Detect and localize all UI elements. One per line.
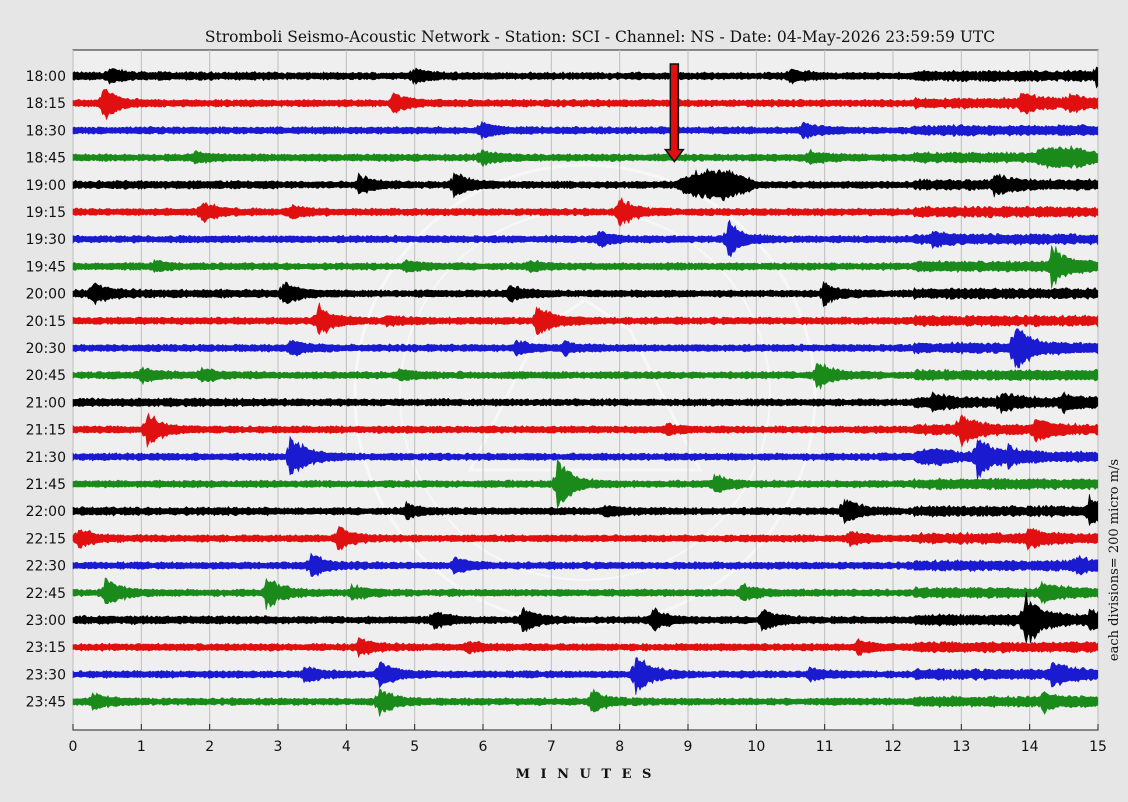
x-tick-label: 15 (1089, 739, 1107, 755)
seismic-trace (72, 197, 1099, 227)
row-time-label: 19:45 (26, 259, 66, 275)
row-time-label: 19:00 (26, 178, 66, 194)
x-tick-label: 10 (747, 739, 765, 755)
row-time-label: 21:30 (26, 450, 66, 466)
seismic-trace (72, 362, 1099, 390)
plot-area (72, 49, 1099, 731)
annotation-arrow (663, 63, 685, 163)
watermark-volcano (467, 298, 703, 472)
x-tick-label: 5 (410, 739, 419, 755)
row-time-label: 19:30 (26, 232, 66, 248)
seismic-trace (72, 637, 1099, 659)
seismic-trace (72, 458, 1099, 509)
x-tick-label: 3 (274, 739, 283, 755)
x-tick-label: 0 (69, 739, 78, 755)
seismic-trace (72, 328, 1099, 369)
x-tick-label: 7 (547, 739, 556, 755)
row-time-label: 21:00 (26, 395, 66, 411)
seismic-trace (72, 525, 1099, 551)
x-axis-label: M I N U T E S (516, 767, 655, 782)
row-time-label: 22:30 (26, 559, 66, 575)
row-time-label: 22:15 (26, 531, 66, 547)
seismic-trace (72, 494, 1099, 527)
row-time-label: 18:00 (26, 69, 66, 85)
seismic-trace (72, 435, 1099, 481)
seismic-trace (72, 302, 1099, 336)
seismic-trace (72, 66, 1099, 89)
row-time-label: 21:15 (26, 423, 66, 439)
seismic-trace (72, 280, 1099, 308)
seismic-trace (72, 591, 1099, 644)
row-time-label: 23:45 (26, 695, 66, 711)
x-tick-label: 14 (1021, 739, 1039, 755)
row-time-label: 20:45 (26, 368, 66, 384)
row-time-label: 20:00 (26, 287, 66, 303)
seismic-trace (72, 144, 1099, 170)
watermark-ring (353, 163, 817, 627)
x-tick-label: 9 (684, 739, 693, 755)
seismic-trace (72, 391, 1099, 415)
row-time-label: 23:15 (26, 640, 66, 656)
row-time-label: 21:45 (26, 477, 66, 493)
seismic-trace (72, 219, 1099, 258)
chart-title: Stromboli Seismo-Acoustic Network - Stat… (205, 28, 995, 46)
x-tick-label: 2 (205, 739, 214, 755)
x-tick-label: 8 (615, 739, 624, 755)
seismic-trace (72, 168, 1099, 202)
seismic-trace (72, 688, 1099, 717)
seismic-trace (72, 552, 1099, 578)
row-time-label: 18:45 (26, 151, 66, 167)
row-time-label: 22:00 (26, 504, 66, 520)
x-tick-label: 12 (884, 739, 902, 755)
x-tick-label: 13 (952, 739, 970, 755)
row-time-labels: 18:00 18:15 18:30 18:45 19:00 19:15 19:30 19:45… (26, 69, 66, 711)
seismic-trace (72, 88, 1099, 121)
seismic-trace (72, 120, 1099, 141)
x-tick-label: 4 (342, 739, 351, 755)
row-time-label: 19:15 (26, 205, 66, 221)
seismic-trace (72, 577, 1099, 611)
x-tick-label: 6 (479, 739, 488, 755)
seismic-traces (72, 66, 1099, 717)
annotation-arrow-shape (663, 63, 685, 163)
row-time-label: 18:15 (26, 96, 66, 112)
row-time-label: 18:30 (26, 123, 66, 139)
x-axis-ticks: 0 1 2 3 4 5 6 7 8 9 10 11 12 13 14 15 (69, 724, 1107, 755)
row-time-label: 20:15 (26, 314, 66, 330)
x-tick-label: 11 (816, 739, 834, 755)
row-time-label: 20:30 (26, 341, 66, 357)
seismic-trace (72, 245, 1099, 289)
y-axis-right-label: each divisions= 200 micro m/s (1107, 459, 1122, 661)
x-tick-label: 1 (137, 739, 146, 755)
seismic-trace (72, 657, 1099, 696)
seismic-trace (72, 412, 1099, 449)
row-time-label: 23:00 (26, 613, 66, 629)
row-time-label: 23:30 (26, 667, 66, 683)
row-time-label: 22:45 (26, 586, 66, 602)
